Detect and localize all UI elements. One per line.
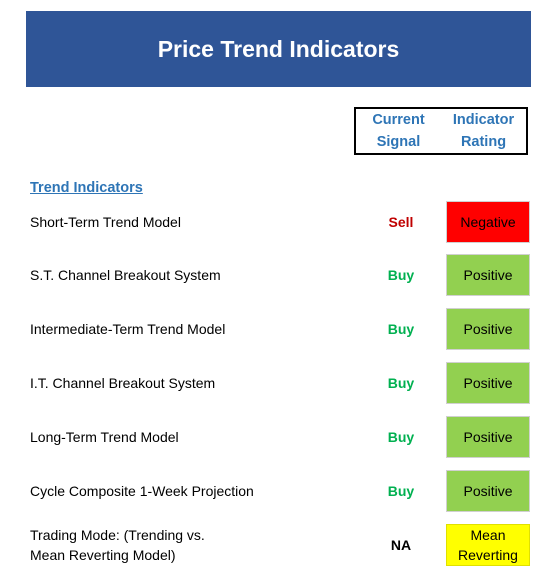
indicator-label: Intermediate-Term Trend Model xyxy=(30,321,226,337)
rating-badge: Positive xyxy=(446,416,530,458)
current-signal-header-line1: Current xyxy=(372,112,425,128)
rating-badge: Negative xyxy=(446,201,530,243)
rating-badge: Positive xyxy=(446,254,530,296)
section-title: Trend Indicators xyxy=(30,180,143,196)
indicator-row: Trading Mode: (Trending vs. Mean Reverti… xyxy=(0,524,549,566)
indicator-label: S.T. Channel Breakout System xyxy=(30,267,221,283)
rating-badge: Mean Reverting xyxy=(446,524,530,566)
indicator-rating-header-line1: Indicator xyxy=(452,112,515,128)
indicator-row: S.T. Channel Breakout System Buy Positiv… xyxy=(0,254,549,296)
indicator-row: Cycle Composite 1-Week Projection Buy Po… xyxy=(0,470,549,512)
page-title: Price Trend Indicators xyxy=(157,35,400,62)
indicator-row: Short-Term Trend Model Sell Negative xyxy=(0,201,549,243)
signal-value: NA xyxy=(390,537,412,553)
indicator-label-line1: Trading Mode: (Trending vs. xyxy=(30,527,205,543)
indicator-row: I.T. Channel Breakout System Buy Positiv… xyxy=(0,362,549,404)
rating-line1: Mean xyxy=(470,527,506,543)
indicator-rating-header: Indicator Rating xyxy=(441,109,526,153)
rating-line2: Reverting xyxy=(458,547,518,563)
current-signal-header-line2: Signal xyxy=(376,134,421,150)
indicator-label: Long-Term Trend Model xyxy=(30,429,179,445)
rating-badge: Positive xyxy=(446,470,530,512)
signal-value: Buy xyxy=(387,267,415,283)
indicator-row: Intermediate-Term Trend Model Buy Positi… xyxy=(0,308,549,350)
indicator-label-line2: Mean Reverting Model) xyxy=(30,547,176,563)
signal-value: Buy xyxy=(387,483,415,499)
indicator-label: Short-Term Trend Model xyxy=(30,214,181,230)
current-signal-header: Current Signal xyxy=(356,109,441,153)
signal-value: Buy xyxy=(387,375,415,391)
indicator-label: Trading Mode: (Trending vs. Mean Reverti… xyxy=(30,524,205,566)
column-header-box: Current Signal Indicator Rating xyxy=(354,107,528,155)
indicator-rating-header-line2: Rating xyxy=(460,134,507,150)
indicator-label: Cycle Composite 1-Week Projection xyxy=(30,483,254,499)
signal-value: Buy xyxy=(387,429,415,445)
indicator-label: I.T. Channel Breakout System xyxy=(30,375,216,391)
indicator-row: Long-Term Trend Model Buy Positive xyxy=(0,416,549,458)
signal-value: Buy xyxy=(387,321,415,337)
rating-badge: Positive xyxy=(446,362,530,404)
title-banner: Price Trend Indicators xyxy=(26,11,531,87)
rating-badge: Positive xyxy=(446,308,530,350)
signal-value: Sell xyxy=(388,214,414,230)
